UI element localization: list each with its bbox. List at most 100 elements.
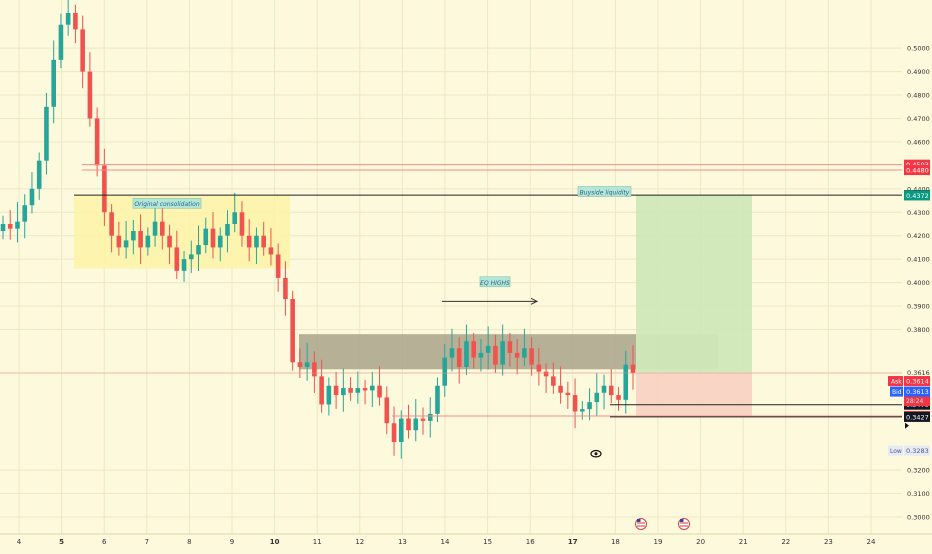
bid-value: 0.3613 [906, 388, 929, 396]
candle-body [297, 362, 303, 367]
candle-body [7, 223, 13, 229]
arrow-head-icon [530, 297, 539, 305]
candle-body [239, 212, 245, 236]
eye-icon-pupil [594, 452, 598, 456]
y-tick-label: 0.4400 [907, 185, 930, 193]
annotation-text: EQ HIGHS [480, 280, 510, 287]
y-tick-label: 0.4200 [907, 232, 930, 240]
candle-body [160, 221, 165, 236]
x-tick-label: 12 [355, 538, 364, 546]
candle-body [478, 352, 484, 358]
x-tick-label: 10 [270, 538, 280, 546]
annotation-text: Buyside liquidity [580, 190, 630, 197]
low-tag [888, 445, 903, 456]
x-tick-label: 6 [102, 538, 107, 546]
y-tick-label: 0.4600 [907, 138, 930, 146]
candle-body [290, 298, 295, 363]
low-value: 0.3283 [906, 447, 929, 455]
candle-body [522, 348, 527, 358]
candle-body [22, 205, 28, 222]
candle-body [51, 59, 56, 107]
profit-zone [636, 195, 752, 374]
y-tick-label: 0.3616 [907, 369, 930, 377]
candle-body [493, 345, 498, 365]
x-tick-label: 5 [59, 538, 64, 546]
candle-body [536, 364, 542, 372]
x-tick-label: 11 [313, 538, 322, 546]
bar-countdown: 28:24 [906, 398, 923, 405]
candle-body [283, 277, 288, 299]
y-tick-label: 0.3800 [907, 326, 930, 334]
candle-body [333, 385, 339, 396]
candle-body [116, 235, 122, 248]
low-label: Low [890, 448, 902, 455]
candle-body [217, 235, 223, 248]
candle-body [232, 212, 238, 224]
candle-body [44, 106, 49, 161]
y-tick-label: 0.4800 [907, 92, 930, 100]
time-axis[interactable] [0, 534, 932, 550]
candle-body [485, 345, 491, 353]
annotation-text: Original consolidation [134, 201, 199, 208]
candle-body [319, 376, 324, 405]
candle-body [312, 362, 317, 377]
y-tick-label: 0.4300 [907, 209, 930, 217]
candle-body [0, 223, 6, 232]
candle-body [391, 423, 397, 442]
ask-label: Ask [891, 379, 902, 386]
level-tag [904, 411, 930, 422]
candle-body [362, 388, 368, 391]
ask-value: 0.3614 [906, 378, 929, 386]
x-tick-label: 14 [441, 538, 450, 546]
candle-body [384, 397, 390, 424]
candle-body [196, 245, 201, 255]
candle-body [500, 341, 505, 365]
candle-body [15, 221, 20, 229]
x-tick-label: 21 [739, 538, 748, 546]
candle-body [449, 348, 455, 358]
candle-body [551, 376, 556, 386]
y-tick-label: 0.3200 [907, 467, 930, 475]
us-flag-canton [637, 519, 641, 522]
bid-value-tag [904, 386, 930, 397]
candle-body [471, 341, 476, 358]
annotation-label[interactable] [479, 276, 511, 288]
x-tick-label: 19 [654, 538, 663, 546]
candle-body [210, 228, 216, 248]
candle-body [304, 362, 310, 367]
us-flag-canton [680, 519, 684, 522]
bid-tag [890, 386, 903, 397]
candle-body [94, 118, 100, 166]
level-tag-text: 0.3427 [906, 413, 929, 421]
candle-body [131, 231, 136, 241]
candle-body [246, 235, 252, 248]
candle-body [145, 235, 151, 248]
eye-icon[interactable] [590, 449, 602, 458]
candle-body [456, 348, 462, 367]
level-tag-text: 0.4480 [906, 167, 929, 175]
candle-body [80, 29, 85, 72]
x-tick-label: 16 [526, 538, 535, 546]
level-tag-text: 0.4372 [906, 192, 929, 200]
level-tag [904, 165, 930, 176]
candle-body [268, 247, 274, 255]
candle-body [109, 212, 114, 236]
x-tick-label: 13 [398, 538, 407, 546]
candle-body [507, 341, 513, 353]
x-tick-label: 22 [781, 538, 790, 546]
candle-body [65, 13, 71, 25]
candle-body [594, 392, 600, 403]
level-tag [904, 159, 930, 170]
candle-body [167, 235, 172, 248]
candle-body [58, 24, 64, 60]
y-tick-label: 0.4900 [907, 68, 930, 76]
annotation-label[interactable] [132, 197, 202, 209]
ask-tag [888, 376, 903, 387]
candle-body [587, 402, 592, 410]
annotation-label[interactable] [577, 186, 632, 197]
y-tick-label: 0.5000 [907, 45, 930, 53]
price-axis[interactable] [902, 0, 932, 550]
x-tick-label: 15 [483, 538, 492, 546]
